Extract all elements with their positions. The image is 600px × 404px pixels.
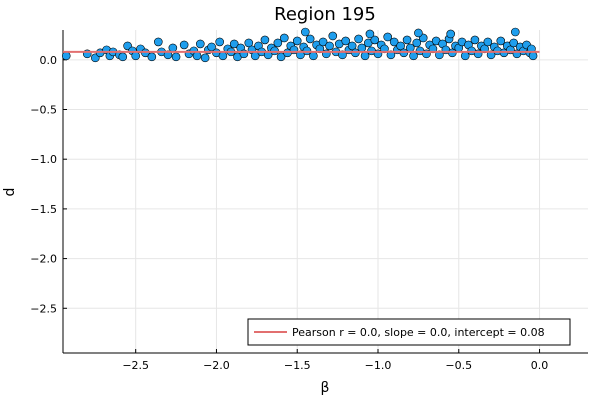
x-tick-label: −1.0	[365, 359, 392, 372]
scatter-point	[179, 40, 189, 50]
x-axis-label: β	[321, 380, 330, 396]
scatter-point	[292, 36, 302, 46]
scatter-point	[171, 52, 181, 62]
scatter-point	[192, 51, 202, 61]
axes-frame	[62, 30, 588, 354]
tick-labels: −2.5 −2.0 −1.5 −1.0 −0.5 0.0 0.0 −0.5 −1.0 −1.5 −2…	[30, 54, 548, 372]
y-tick-label: −1.0	[30, 153, 57, 166]
y-tick-label: −1.5	[30, 203, 57, 216]
scatter-point	[412, 38, 422, 48]
scatter-point	[215, 37, 224, 47]
scatter-point	[328, 31, 338, 41]
scatter-point	[389, 37, 399, 47]
y-tick-label: 0.0	[40, 54, 58, 67]
scatter-point	[396, 41, 405, 51]
scatter-point	[318, 37, 328, 47]
x-tick-label: −2.0	[203, 359, 230, 372]
scatter-point	[347, 41, 357, 51]
scatter-point	[309, 51, 318, 61]
scatter-point	[341, 36, 350, 46]
scatter-point	[270, 46, 279, 56]
scatter-point	[131, 51, 140, 61]
scatter-point	[496, 36, 506, 46]
scatter-point	[118, 52, 128, 62]
scatter-point	[511, 27, 520, 37]
scatter-point	[200, 53, 210, 63]
scatter-point	[218, 51, 228, 61]
chart-title: Region 195	[274, 4, 376, 25]
scatter-point	[207, 42, 216, 52]
legend-box	[247, 318, 571, 346]
y-tick-label: −2.5	[30, 302, 57, 315]
scatter-point	[483, 37, 493, 47]
scatter-point	[446, 29, 455, 39]
scatter-point	[301, 27, 310, 37]
data-points	[61, 27, 538, 63]
scatter-point	[383, 32, 392, 42]
scatter-point	[244, 38, 254, 48]
grid	[63, 30, 588, 353]
scatter-point	[370, 35, 380, 45]
scatter-point	[470, 35, 480, 45]
scatter-point	[273, 38, 283, 48]
scatter-point	[305, 34, 315, 44]
scatter-point	[280, 33, 289, 43]
x-tick-label: −0.5	[445, 359, 472, 372]
scatter-point	[61, 51, 71, 61]
scatter-point	[354, 34, 363, 44]
scatter-point	[325, 41, 334, 51]
scatter-point	[154, 37, 163, 47]
scatter-point	[260, 35, 270, 45]
legend: Pearson r = 0.0, slope = 0.0, intercept …	[247, 318, 571, 346]
scatter-point	[196, 39, 205, 49]
scatter-point	[528, 51, 538, 61]
scatter-point	[168, 43, 178, 53]
scatter-point	[509, 38, 518, 48]
x-tick-label: −1.5	[284, 359, 311, 372]
y-tick-label: −2.0	[30, 253, 57, 266]
y-tick-label: −0.5	[30, 104, 57, 117]
x-tick-label: 0.0	[531, 359, 549, 372]
scatter-point	[229, 39, 239, 49]
scatter-point	[414, 28, 423, 38]
legend-entry-label: Pearson r = 0.0, slope = 0.0, intercept …	[292, 326, 545, 339]
scatter-point	[147, 52, 157, 62]
y-axis-label: d	[2, 188, 18, 197]
scatter-point	[402, 35, 412, 45]
x-tick-label: −2.5	[122, 359, 149, 372]
scatter-point	[365, 29, 375, 39]
